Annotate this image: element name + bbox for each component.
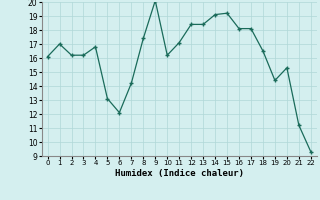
X-axis label: Humidex (Indice chaleur): Humidex (Indice chaleur) <box>115 169 244 178</box>
